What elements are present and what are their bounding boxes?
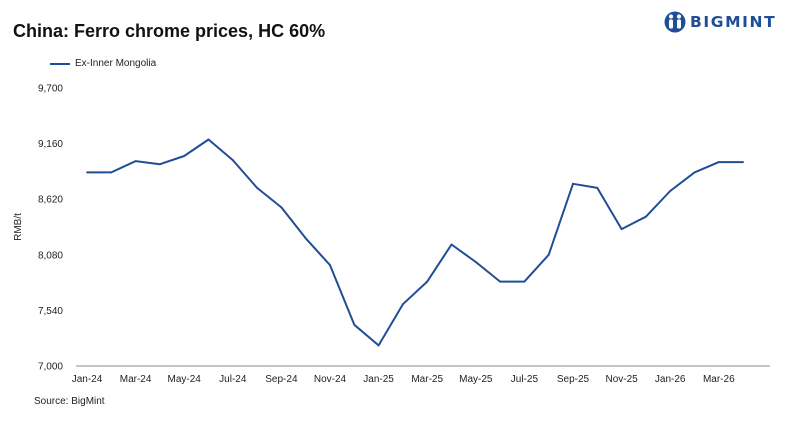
data-point <box>596 187 599 189</box>
data-point <box>572 182 574 185</box>
x-tick-label: Jul-24 <box>219 374 247 385</box>
data-point <box>645 215 647 218</box>
legend-label: Ex-Inner Mongolia <box>75 58 157 69</box>
data-point <box>86 171 88 174</box>
x-tick-label: Jul-25 <box>511 374 539 385</box>
data-point <box>110 171 113 174</box>
y-axis-label: RMB/t <box>13 213 24 241</box>
data-point <box>717 161 720 164</box>
data-point <box>304 237 307 240</box>
data-point <box>669 190 672 192</box>
x-tick-label: Sep-24 <box>265 374 298 385</box>
data-point <box>134 160 137 163</box>
data-point <box>499 280 501 283</box>
x-tick-label: Jan-26 <box>655 374 686 385</box>
legend: Ex-Inner Mongolia <box>50 58 156 69</box>
x-tick-label: Mar-24 <box>120 374 152 385</box>
data-point <box>159 163 161 166</box>
data-point <box>523 280 526 283</box>
data-point <box>207 138 210 141</box>
y-tick-label: 7,000 <box>38 362 63 373</box>
data-point <box>280 206 283 209</box>
source-note: Source: BigMint <box>34 396 105 407</box>
x-tick-label: Sep-25 <box>557 374 590 385</box>
y-tick-label: 8,080 <box>38 250 63 261</box>
y-tick-label: 7,540 <box>38 306 63 317</box>
x-tick-label: May-24 <box>168 374 202 385</box>
data-point <box>450 243 453 246</box>
data-point <box>377 344 380 347</box>
bigmint-people-icon <box>664 11 686 33</box>
x-tick-label: May-25 <box>459 374 493 385</box>
data-point <box>183 155 186 157</box>
data-point <box>742 161 744 164</box>
y-tick-label: 9,700 <box>38 84 63 95</box>
data-point <box>547 253 550 256</box>
data-point <box>329 264 331 266</box>
x-tick-label: Nov-24 <box>314 374 347 385</box>
y-tick-label: 9,160 <box>38 139 63 150</box>
data-point <box>620 228 623 231</box>
x-tick-label: Jan-24 <box>72 374 103 385</box>
legend-swatch <box>50 62 70 65</box>
data-point <box>231 159 234 162</box>
x-tick-label: Mar-25 <box>411 374 443 385</box>
x-tick-label: Jan-25 <box>363 374 394 385</box>
series-line <box>87 138 744 347</box>
data-point <box>474 261 477 263</box>
y-tick-label: 8,620 <box>38 195 63 206</box>
data-point <box>256 187 258 189</box>
data-point <box>693 171 696 174</box>
chart-title: China: Ferro chrome prices, HC 60% <box>13 21 326 41</box>
data-point <box>426 280 429 283</box>
data-point <box>353 323 356 326</box>
x-tick-label: Mar-26 <box>703 374 735 385</box>
data-point <box>402 303 404 306</box>
brand-name: BIGMINT <box>690 13 777 31</box>
brand-logo: BIGMINT <box>664 9 776 35</box>
x-tick-label: Nov-25 <box>605 374 638 385</box>
